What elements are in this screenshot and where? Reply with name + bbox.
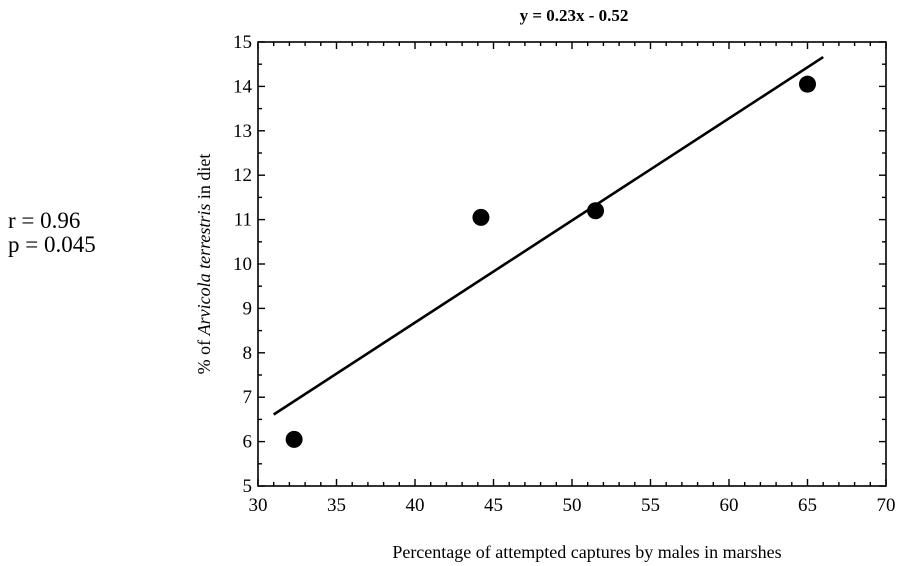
data-points [285,75,816,448]
y-axis-ticks [258,41,886,487]
x-axis-tick-labels: 30 35 40 45 50 55 60 65 70 [249,495,896,516]
y-tick-label: 7 [243,387,253,408]
y-tick-label: 11 [234,210,252,231]
y-tick-label: 15 [233,32,252,53]
data-point [799,75,816,93]
y-tick-label: 12 [233,165,252,186]
x-tick-label: 60 [720,495,739,516]
y-tick-label: 9 [243,298,253,319]
correlation-r: r = 0.96 [8,208,81,233]
y-axis-label-suffix: in diet [194,154,214,204]
x-tick-label: 70 [877,495,896,516]
x-tick-label: 50 [563,495,582,516]
data-point [472,208,490,226]
data-point [587,202,605,220]
x-axis-ticks [257,42,887,486]
data-point [285,430,303,448]
regression-line [272,56,824,416]
plot-frame [257,41,887,487]
x-tick-label: 65 [798,495,817,516]
y-tick-label: 6 [243,432,253,453]
y-tick-label: 8 [243,343,253,364]
y-axis-label-species: Arvicola terrestris [194,204,214,337]
statistics-annotation: r = 0.96 p = 0.045 [8,209,96,257]
y-axis-tick-labels: 5 6 7 8 9 10 11 12 13 14 15 [233,32,253,497]
y-tick-label: 5 [243,476,253,497]
x-tick-label: 40 [406,495,425,516]
x-axis-label: Percentage of attempted captures by male… [392,542,781,562]
x-tick-label: 55 [641,495,660,516]
x-tick-label: 30 [249,495,268,516]
chart-title: y = 0.23x - 0.52 [520,6,629,25]
y-tick-label: 13 [233,121,252,142]
x-tick-label: 35 [327,495,346,516]
y-axis-label-prefix: % of [194,335,214,374]
y-axis-label: % of Arvicola terrestris in diet [194,154,214,375]
p-value: p = 0.045 [8,232,96,257]
y-tick-label: 14 [233,76,253,97]
y-tick-label: 10 [233,254,252,275]
x-tick-label: 45 [484,495,503,516]
